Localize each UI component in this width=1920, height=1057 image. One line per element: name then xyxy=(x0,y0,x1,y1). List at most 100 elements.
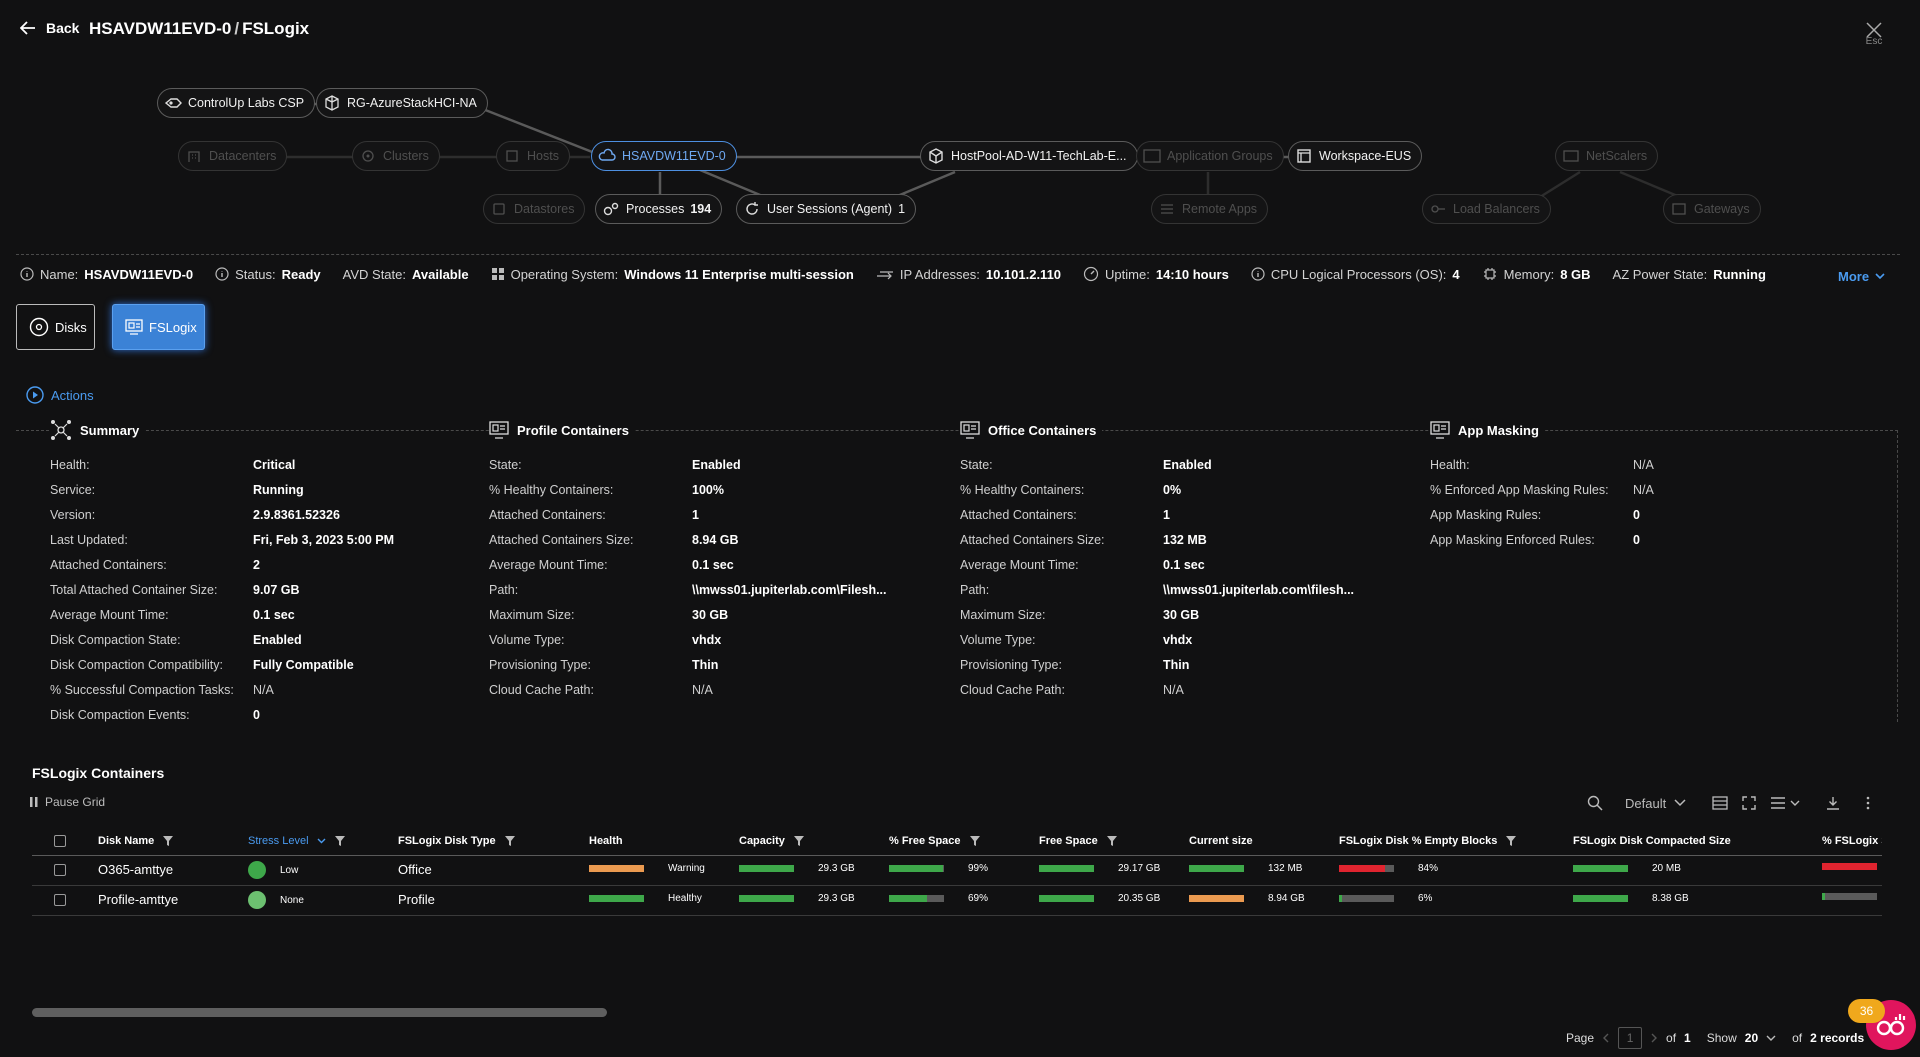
page-size[interactable]: 20 xyxy=(1744,1031,1759,1045)
checkbox-box[interactable] xyxy=(54,894,66,906)
col-stress-level[interactable]: Stress Level xyxy=(248,835,346,847)
filter-icon[interactable] xyxy=(969,835,981,847)
row-checkbox[interactable] xyxy=(54,864,66,876)
fslogix-s-bar xyxy=(1822,893,1877,900)
col-disk-name[interactable]: Disk Name xyxy=(98,835,174,847)
view-select[interactable]: Default xyxy=(1625,796,1686,811)
network-arrows-icon xyxy=(876,268,894,280)
table-row[interactable]: O365-amttye Low Office Warning 29.3 GB 99% 29.… xyxy=(32,855,1882,886)
section-header: Profile Containers xyxy=(489,418,635,442)
node-application-groups[interactable]: Application Groups xyxy=(1136,141,1284,171)
density-menu[interactable] xyxy=(1770,797,1800,809)
empty-blocks-cell-bar xyxy=(1339,865,1394,872)
detail-row: Attached Containers Size: 132 MB xyxy=(960,531,1420,556)
col-free-space[interactable]: Free Space xyxy=(1039,835,1118,847)
col-current-size[interactable]: Current size xyxy=(1189,835,1253,847)
filter-icon[interactable] xyxy=(1505,835,1517,847)
detail-label: App Masking Enforced Rules: xyxy=(1430,533,1595,547)
empty-blocks-cell-value: 84% xyxy=(1418,863,1439,874)
free-pct-cell: 69% xyxy=(889,893,988,904)
detail-label: Attached Containers: xyxy=(489,508,606,522)
node-hosts[interactable]: Hosts xyxy=(496,141,570,171)
horizontal-scrollbar[interactable] xyxy=(32,1008,607,1017)
col-disk-type[interactable]: FSLogix Disk Type xyxy=(398,835,516,847)
node-workspace[interactable]: Workspace-EUS xyxy=(1288,141,1423,171)
cloud-machine-icon xyxy=(598,147,616,165)
free-pct-cell: 99% xyxy=(889,863,988,874)
detail-value: 0 xyxy=(1633,533,1640,547)
node-label: Processes xyxy=(626,202,685,216)
assistant-button[interactable] xyxy=(1866,1000,1916,1050)
select-all-checkbox[interactable] xyxy=(54,835,66,847)
tab-fslogix[interactable]: FSLogix xyxy=(112,304,205,350)
detail-label: Provisioning Type: xyxy=(489,658,591,672)
pause-grid-button[interactable]: Pause Grid xyxy=(30,795,105,809)
search-icon[interactable] xyxy=(1587,795,1603,811)
app-masking-title: App Masking xyxy=(1458,422,1539,438)
row-checkbox[interactable] xyxy=(54,894,66,906)
node-resource-group[interactable]: RG-AzureStackHCI-NA xyxy=(316,88,488,118)
free-pct-cell-value: 99% xyxy=(968,863,989,874)
section-header: App Masking xyxy=(1430,418,1545,442)
compacted-size-cell-bar xyxy=(1573,895,1628,902)
more-vertical-icon[interactable] xyxy=(1866,796,1870,810)
col-compacted-size[interactable]: FSLogix Disk Compacted Size xyxy=(1573,835,1731,847)
tab-disks[interactable]: Disks xyxy=(16,304,95,350)
empty-blocks-cell: 84% xyxy=(1339,863,1438,874)
node-hostpool[interactable]: HostPool-AD-W11-TechLab-E... xyxy=(920,141,1138,171)
free-space-cell-value: 20.35 GB xyxy=(1118,893,1161,904)
node-gateways[interactable]: Gateways xyxy=(1663,194,1761,224)
free-space-cell: 29.17 GB xyxy=(1039,863,1160,874)
disk-name[interactable]: O365-amttye xyxy=(98,862,174,877)
node-netscalers[interactable]: NetScalers xyxy=(1555,141,1659,171)
node-label: Datacenters xyxy=(209,149,277,163)
page-input[interactable]: 1 xyxy=(1618,1027,1643,1049)
col-fslogix-s[interactable]: % FSLogix S xyxy=(1822,835,1882,847)
health-cell: Warning xyxy=(589,863,705,874)
node-load-balancers[interactable]: Load Balancers xyxy=(1422,194,1551,224)
more-button[interactable]: More xyxy=(1838,269,1885,284)
empty-blocks-cell-fill xyxy=(1339,865,1386,872)
node-processes[interactable]: Processes 194 xyxy=(595,194,723,224)
filter-icon[interactable] xyxy=(334,835,346,847)
filter-icon[interactable] xyxy=(162,835,174,847)
filter-icon[interactable] xyxy=(1106,835,1118,847)
back-button[interactable]: Back xyxy=(20,20,79,36)
node-controlup[interactable]: ControlUp Labs CSP xyxy=(157,88,316,118)
node-clusters[interactable]: Clusters xyxy=(352,141,440,171)
node-datacenters[interactable]: Datacenters xyxy=(178,141,288,171)
node-remote-apps[interactable]: Remote Apps xyxy=(1151,194,1269,224)
detail-row: Volume Type: vhdx xyxy=(960,631,1420,656)
col-capacity[interactable]: Capacity xyxy=(739,835,805,847)
next-page-icon[interactable] xyxy=(1650,1033,1658,1043)
col-health[interactable]: Health xyxy=(589,835,623,847)
node-datastores[interactable]: Datastores xyxy=(483,194,586,224)
col-free-space-pct[interactable]: % Free Space xyxy=(889,835,981,847)
detail-value: 9.07 GB xyxy=(253,583,300,597)
detail-value: Thin xyxy=(692,658,719,672)
sort-desc-icon xyxy=(317,838,326,844)
disk-name[interactable]: Profile-amttye xyxy=(98,892,179,907)
fullscreen-icon[interactable] xyxy=(1742,796,1756,810)
filter-icon[interactable] xyxy=(793,835,805,847)
stress-label: None xyxy=(280,894,304,906)
checkbox-box[interactable] xyxy=(54,864,66,876)
download-icon[interactable] xyxy=(1826,796,1840,810)
node-user-sessions[interactable]: User Sessions (Agent) 1 xyxy=(736,194,917,224)
detail-row: % Healthy Containers: 100% xyxy=(489,481,949,506)
page-label: Page xyxy=(1566,1031,1595,1045)
close-hint: Esc xyxy=(1865,36,1883,47)
col-empty-blocks[interactable]: FSLogix Disk % Empty Blocks xyxy=(1339,835,1517,847)
columns-icon[interactable] xyxy=(1712,796,1728,810)
detail-label: Version: xyxy=(50,508,96,522)
health-cell-fill xyxy=(589,865,644,872)
chevron-down-icon[interactable] xyxy=(1766,1035,1776,1042)
network-nodes-icon xyxy=(50,419,72,441)
actions-button[interactable]: Actions xyxy=(26,386,94,404)
prev-page-icon[interactable] xyxy=(1602,1033,1610,1043)
close-icon xyxy=(1862,22,1886,38)
filter-icon[interactable] xyxy=(504,835,516,847)
table-row[interactable]: Profile-amttye None Profile Healthy 29.3 GB 6… xyxy=(32,885,1882,916)
close-button[interactable]: Esc xyxy=(1862,22,1886,47)
node-machine-selected[interactable]: HSAVDW11EVD-0 xyxy=(591,141,737,171)
